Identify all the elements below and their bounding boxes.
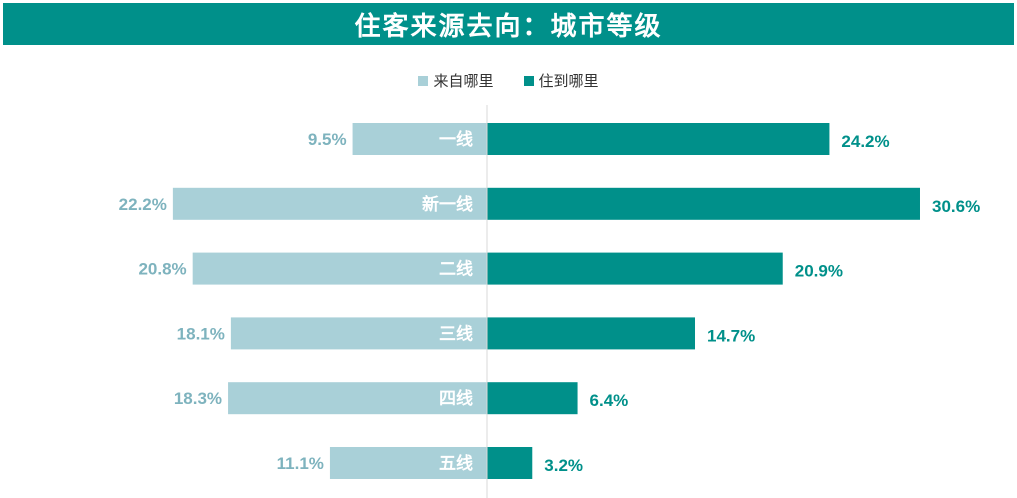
to-bar [487, 382, 578, 415]
legend-swatch-to [523, 75, 534, 86]
from-value-label: 9.5% [308, 130, 347, 149]
title-bar: 住客来源去向：城市等级 [3, 3, 1014, 45]
category-label: 一线 [439, 129, 473, 150]
category-label: 二线 [439, 259, 473, 280]
to-value-label: 30.6% [932, 197, 980, 216]
legend-swatch-from [418, 75, 429, 86]
to-value-label: 14.7% [707, 326, 755, 345]
from-bar [192, 252, 487, 285]
from-bar [172, 187, 487, 220]
from-bar [230, 317, 487, 350]
legend: 来自哪里 住到哪里 [0, 70, 1017, 91]
from-value-label: 18.3% [174, 389, 222, 408]
legend-item-to[interactable]: 住到哪里 [523, 70, 599, 91]
legend-label-from: 来自哪里 [433, 72, 494, 90]
to-value-label: 20.9% [795, 262, 843, 281]
chart-title: 住客来源去向：城市等级 [354, 11, 663, 42]
category-label: 五线 [439, 453, 473, 474]
category-label: 四线 [439, 388, 473, 409]
from-bar [329, 447, 487, 479]
from-value-label: 18.1% [177, 324, 225, 343]
to-value-label: 6.4% [590, 391, 629, 410]
category-label: 三线 [439, 323, 473, 344]
to-bar [487, 252, 783, 285]
from-value-label: 20.8% [138, 260, 186, 279]
legend-item-from[interactable]: 来自哪里 [418, 70, 494, 91]
legend-label-to: 住到哪里 [538, 72, 599, 90]
from-value-label: 11.1% [277, 454, 324, 473]
to-value-label: 24.2% [841, 132, 889, 151]
to-value-label: 3.2% [544, 456, 583, 475]
to-bar [487, 187, 920, 220]
from-value-label: 22.2% [119, 195, 167, 214]
from-bar [352, 123, 487, 155]
to-bar [487, 123, 830, 155]
to-bar [487, 317, 696, 350]
category-label: 新一线 [422, 194, 473, 215]
to-bar [487, 447, 533, 479]
from-bar [228, 382, 487, 415]
